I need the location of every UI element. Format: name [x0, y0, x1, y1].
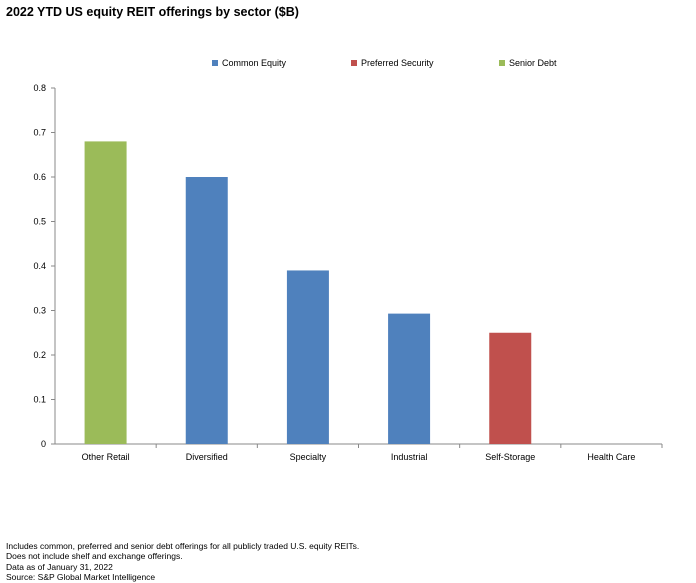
chart-legend: Common Equity Preferred Security Senior … — [0, 58, 696, 74]
y-tick-label: 0.4 — [33, 261, 46, 271]
legend-label-senior-debt: Senior Debt — [509, 58, 557, 68]
bar-chart: 0 0.1 0.2 0.3 0.4 0.5 0.6 0.7 0.8 Other Retail Div… — [33, 83, 663, 462]
legend-item-preferred-security: Preferred Security — [351, 58, 434, 68]
legend-swatch-preferred-security — [351, 60, 357, 66]
footnote-line: Does not include shelf and exchange offe… — [6, 551, 183, 562]
footnote-line: Includes common, preferred and senior de… — [6, 541, 360, 551]
legend-swatch-common-equity — [212, 60, 218, 66]
x-tick-label: Self-Storage — [485, 452, 535, 462]
footnote-line: Source: S&P Global Market Intelligence — [6, 571, 156, 582]
bar-common-equity — [286, 270, 329, 444]
y-tick-label: 0.5 — [33, 217, 46, 227]
y-tick-label: 0 — [41, 439, 46, 449]
x-tick-label: Diversified — [186, 452, 228, 462]
bar-preferred-security — [489, 332, 532, 444]
y-tick-label: 0.7 — [33, 128, 46, 138]
footnote-line: Data as of January 31, 2022 — [6, 561, 113, 572]
legend-label-preferred-security: Preferred Security — [361, 58, 434, 68]
y-tick-label: 0.2 — [33, 350, 46, 360]
bar-common-equity — [388, 313, 431, 444]
chart-title: 2022 YTD US equity REIT offerings by sec… — [6, 5, 299, 19]
x-tick-label: Specialty — [290, 452, 327, 462]
y-tick-label: 0.3 — [33, 306, 46, 316]
x-tick-label: Industrial — [391, 452, 428, 462]
bar-common-equity — [185, 177, 228, 444]
x-tick-label: Health Care — [587, 452, 635, 462]
legend-item-common-equity: Common Equity — [212, 58, 286, 68]
footnotes: Includes common, preferred and senior de… — [6, 541, 359, 582]
legend-label-common-equity: Common Equity — [222, 58, 287, 68]
legend-item-senior-debt: Senior Debt — [499, 58, 557, 68]
y-tick-label: 0.8 — [33, 83, 46, 93]
x-tick-label: Other Retail — [82, 452, 130, 462]
bar-senior-debt — [84, 141, 127, 444]
y-tick-label: 0.1 — [33, 395, 46, 405]
y-tick-label: 0.6 — [33, 172, 46, 182]
legend-swatch-senior-debt — [499, 60, 505, 66]
